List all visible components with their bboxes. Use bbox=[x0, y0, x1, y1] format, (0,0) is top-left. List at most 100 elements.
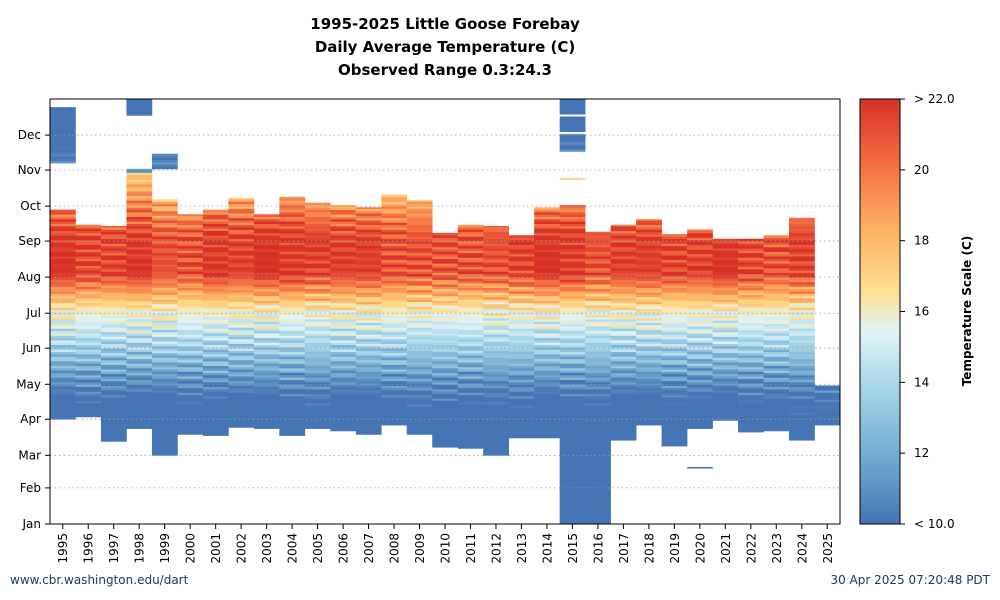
cell-2000-201 bbox=[177, 287, 204, 291]
cell-1998-258 bbox=[126, 221, 153, 224]
cell-2010-230 bbox=[432, 253, 459, 257]
cell-2017-224 bbox=[610, 260, 637, 264]
cell-2014-214 bbox=[534, 272, 560, 276]
cell-1999-111 bbox=[151, 392, 178, 396]
cell-2002-171 bbox=[228, 322, 255, 326]
cell-1995-314 bbox=[50, 156, 76, 159]
cell-2005-166 bbox=[304, 328, 331, 332]
cell-2024-244 bbox=[789, 237, 815, 241]
cell-2015-72 bbox=[559, 437, 586, 441]
cell-1998-278 bbox=[126, 197, 153, 201]
cell-2004-176 bbox=[279, 316, 306, 320]
cell-1996-144 bbox=[75, 354, 102, 357]
cell-2011-107 bbox=[457, 397, 484, 400]
cell-1996-160 bbox=[75, 335, 102, 339]
cell-2015-200 bbox=[559, 288, 586, 292]
cell-2000-199 bbox=[177, 289, 204, 293]
cell-2015-114 bbox=[559, 388, 586, 392]
cell-2000-147 bbox=[177, 350, 204, 354]
cell-2013-200 bbox=[508, 288, 535, 292]
cell-2020-150 bbox=[687, 347, 713, 350]
cell-2020-192 bbox=[687, 298, 713, 301]
cell-2001-158 bbox=[202, 337, 229, 341]
cell-2019-191 bbox=[661, 299, 688, 302]
cell-2003-262 bbox=[253, 216, 280, 220]
cell-2015-132 bbox=[559, 367, 586, 371]
cell-2004-120 bbox=[279, 381, 306, 385]
cell-2024-86 bbox=[789, 421, 815, 425]
cell-2017-132 bbox=[610, 367, 637, 371]
cell-2015-116 bbox=[559, 386, 586, 390]
cell-2024-238 bbox=[789, 244, 815, 248]
cell-2022-123 bbox=[738, 378, 764, 382]
cell-2017-136 bbox=[610, 363, 637, 367]
cell-2022-171 bbox=[738, 322, 764, 326]
cell-2006-176 bbox=[330, 316, 357, 320]
cell-2003-178 bbox=[253, 314, 280, 318]
cell-2002-93 bbox=[228, 413, 255, 417]
cell-2001-144 bbox=[202, 354, 229, 357]
cell-1997-215 bbox=[100, 271, 127, 275]
cell-1998-260 bbox=[126, 218, 153, 222]
cell-2020-226 bbox=[687, 258, 713, 262]
cell-2013-140 bbox=[508, 358, 535, 362]
cell-2013-190 bbox=[508, 300, 535, 304]
cell-2009-215 bbox=[406, 271, 433, 275]
cell-2002-203 bbox=[228, 285, 255, 289]
cell-2015-120 bbox=[559, 381, 586, 385]
cell-2019-133 bbox=[661, 366, 688, 370]
cell-2019-183 bbox=[661, 308, 688, 312]
source-url[interactable]: www.cbr.washington.edu/dart bbox=[10, 573, 189, 587]
cell-2007-263 bbox=[355, 215, 382, 219]
cell-2022-189 bbox=[738, 301, 764, 305]
cell-2016-138 bbox=[585, 360, 611, 364]
cell-2014-222 bbox=[534, 263, 560, 266]
cell-2002-95 bbox=[228, 411, 255, 414]
cell-2004-92 bbox=[279, 414, 306, 418]
cell-1998-198 bbox=[126, 291, 153, 294]
cell-2024-168 bbox=[789, 326, 815, 329]
cell-2001-130 bbox=[202, 370, 229, 374]
cell-2015-60 bbox=[559, 451, 586, 455]
cell-1999-169 bbox=[151, 324, 178, 328]
cell-1998-176 bbox=[126, 316, 153, 320]
cell-2022-235 bbox=[738, 248, 764, 251]
color-scale-tick-label-2: 14 bbox=[914, 375, 929, 389]
cell-2019-85 bbox=[661, 422, 688, 426]
cell-2008-87 bbox=[381, 420, 408, 424]
cell-1998-124 bbox=[126, 377, 153, 381]
cell-2015-110 bbox=[559, 393, 586, 397]
cell-2005-224 bbox=[304, 260, 331, 264]
cell-2017-116 bbox=[610, 386, 637, 390]
cell-1997-185 bbox=[100, 306, 127, 309]
cell-2018-151 bbox=[636, 345, 662, 349]
cell-1999-113 bbox=[151, 390, 178, 393]
cell-2014-202 bbox=[534, 286, 560, 290]
cell-2007-123 bbox=[355, 378, 382, 382]
cell-2023-196 bbox=[763, 293, 790, 297]
cell-2023-234 bbox=[763, 249, 790, 252]
cell-2017-164 bbox=[610, 330, 637, 334]
cell-2024-198 bbox=[789, 291, 815, 294]
cell-2001-86 bbox=[202, 421, 229, 425]
cell-2014-168 bbox=[534, 326, 560, 329]
x-tick-label-2013: 2013 bbox=[515, 533, 529, 564]
cell-2006-166 bbox=[330, 328, 357, 332]
cell-2006-268 bbox=[330, 209, 357, 213]
cell-2023-198 bbox=[763, 291, 790, 294]
cell-2013-122 bbox=[508, 379, 535, 383]
x-tick-label-2006: 2006 bbox=[337, 533, 351, 564]
cell-1998-252 bbox=[126, 228, 153, 231]
cell-2015-2 bbox=[559, 519, 586, 523]
cell-2016-168 bbox=[585, 326, 611, 329]
cell-2010-154 bbox=[432, 342, 459, 346]
cell-2010-248 bbox=[432, 232, 459, 236]
cell-2007-181 bbox=[355, 310, 382, 314]
cell-2021-117 bbox=[712, 385, 739, 389]
cell-2017-92 bbox=[610, 414, 637, 418]
cell-1997-143 bbox=[100, 355, 127, 358]
cell-2008-185 bbox=[381, 306, 408, 309]
cell-2010-184 bbox=[432, 307, 459, 311]
cell-2001-136 bbox=[202, 363, 229, 367]
cell-2012-195 bbox=[483, 294, 510, 298]
